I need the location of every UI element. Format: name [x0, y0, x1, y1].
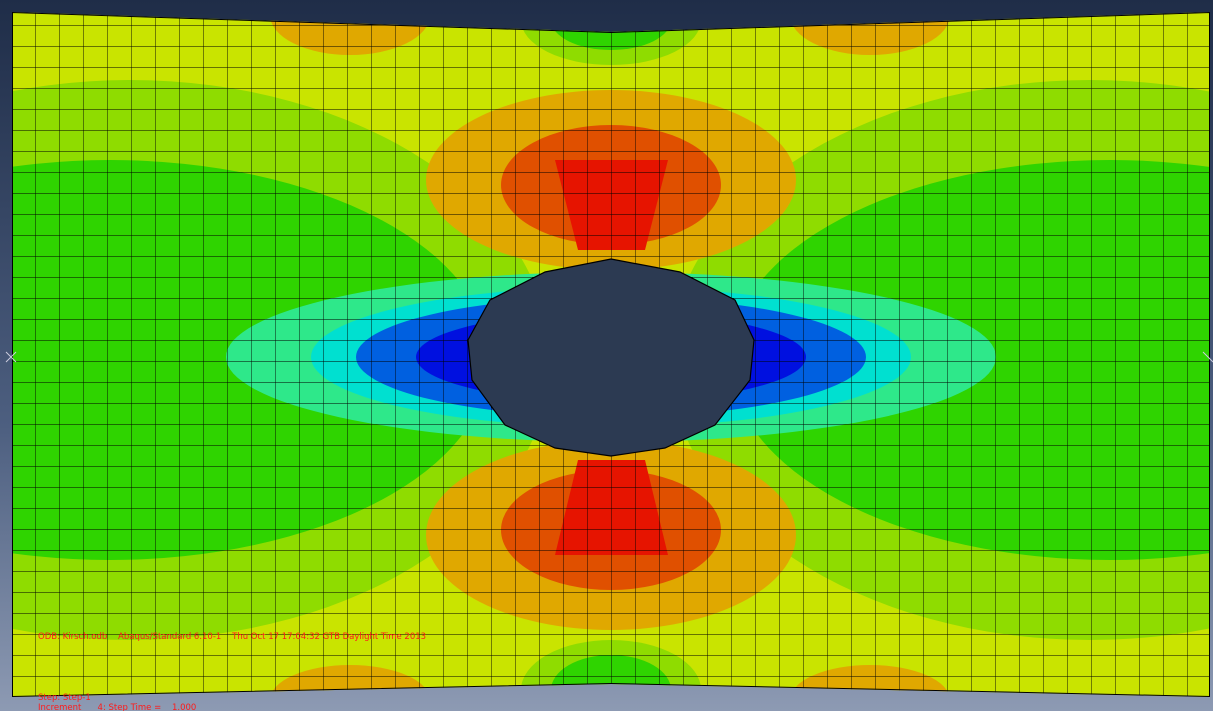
- plate-outline: [12, 12, 1210, 697]
- boundary-marker: [1202, 351, 1213, 363]
- boundary-marker: [5, 351, 17, 363]
- increment-info: Increment 4: Step Time = 1.000: [38, 703, 196, 711]
- odb-info: ODB: Kirsch.odb Abaqus/Standard 6.10-1 T…: [38, 632, 426, 642]
- step-info: Step: Step-1: [38, 693, 91, 703]
- hole: [467, 258, 755, 457]
